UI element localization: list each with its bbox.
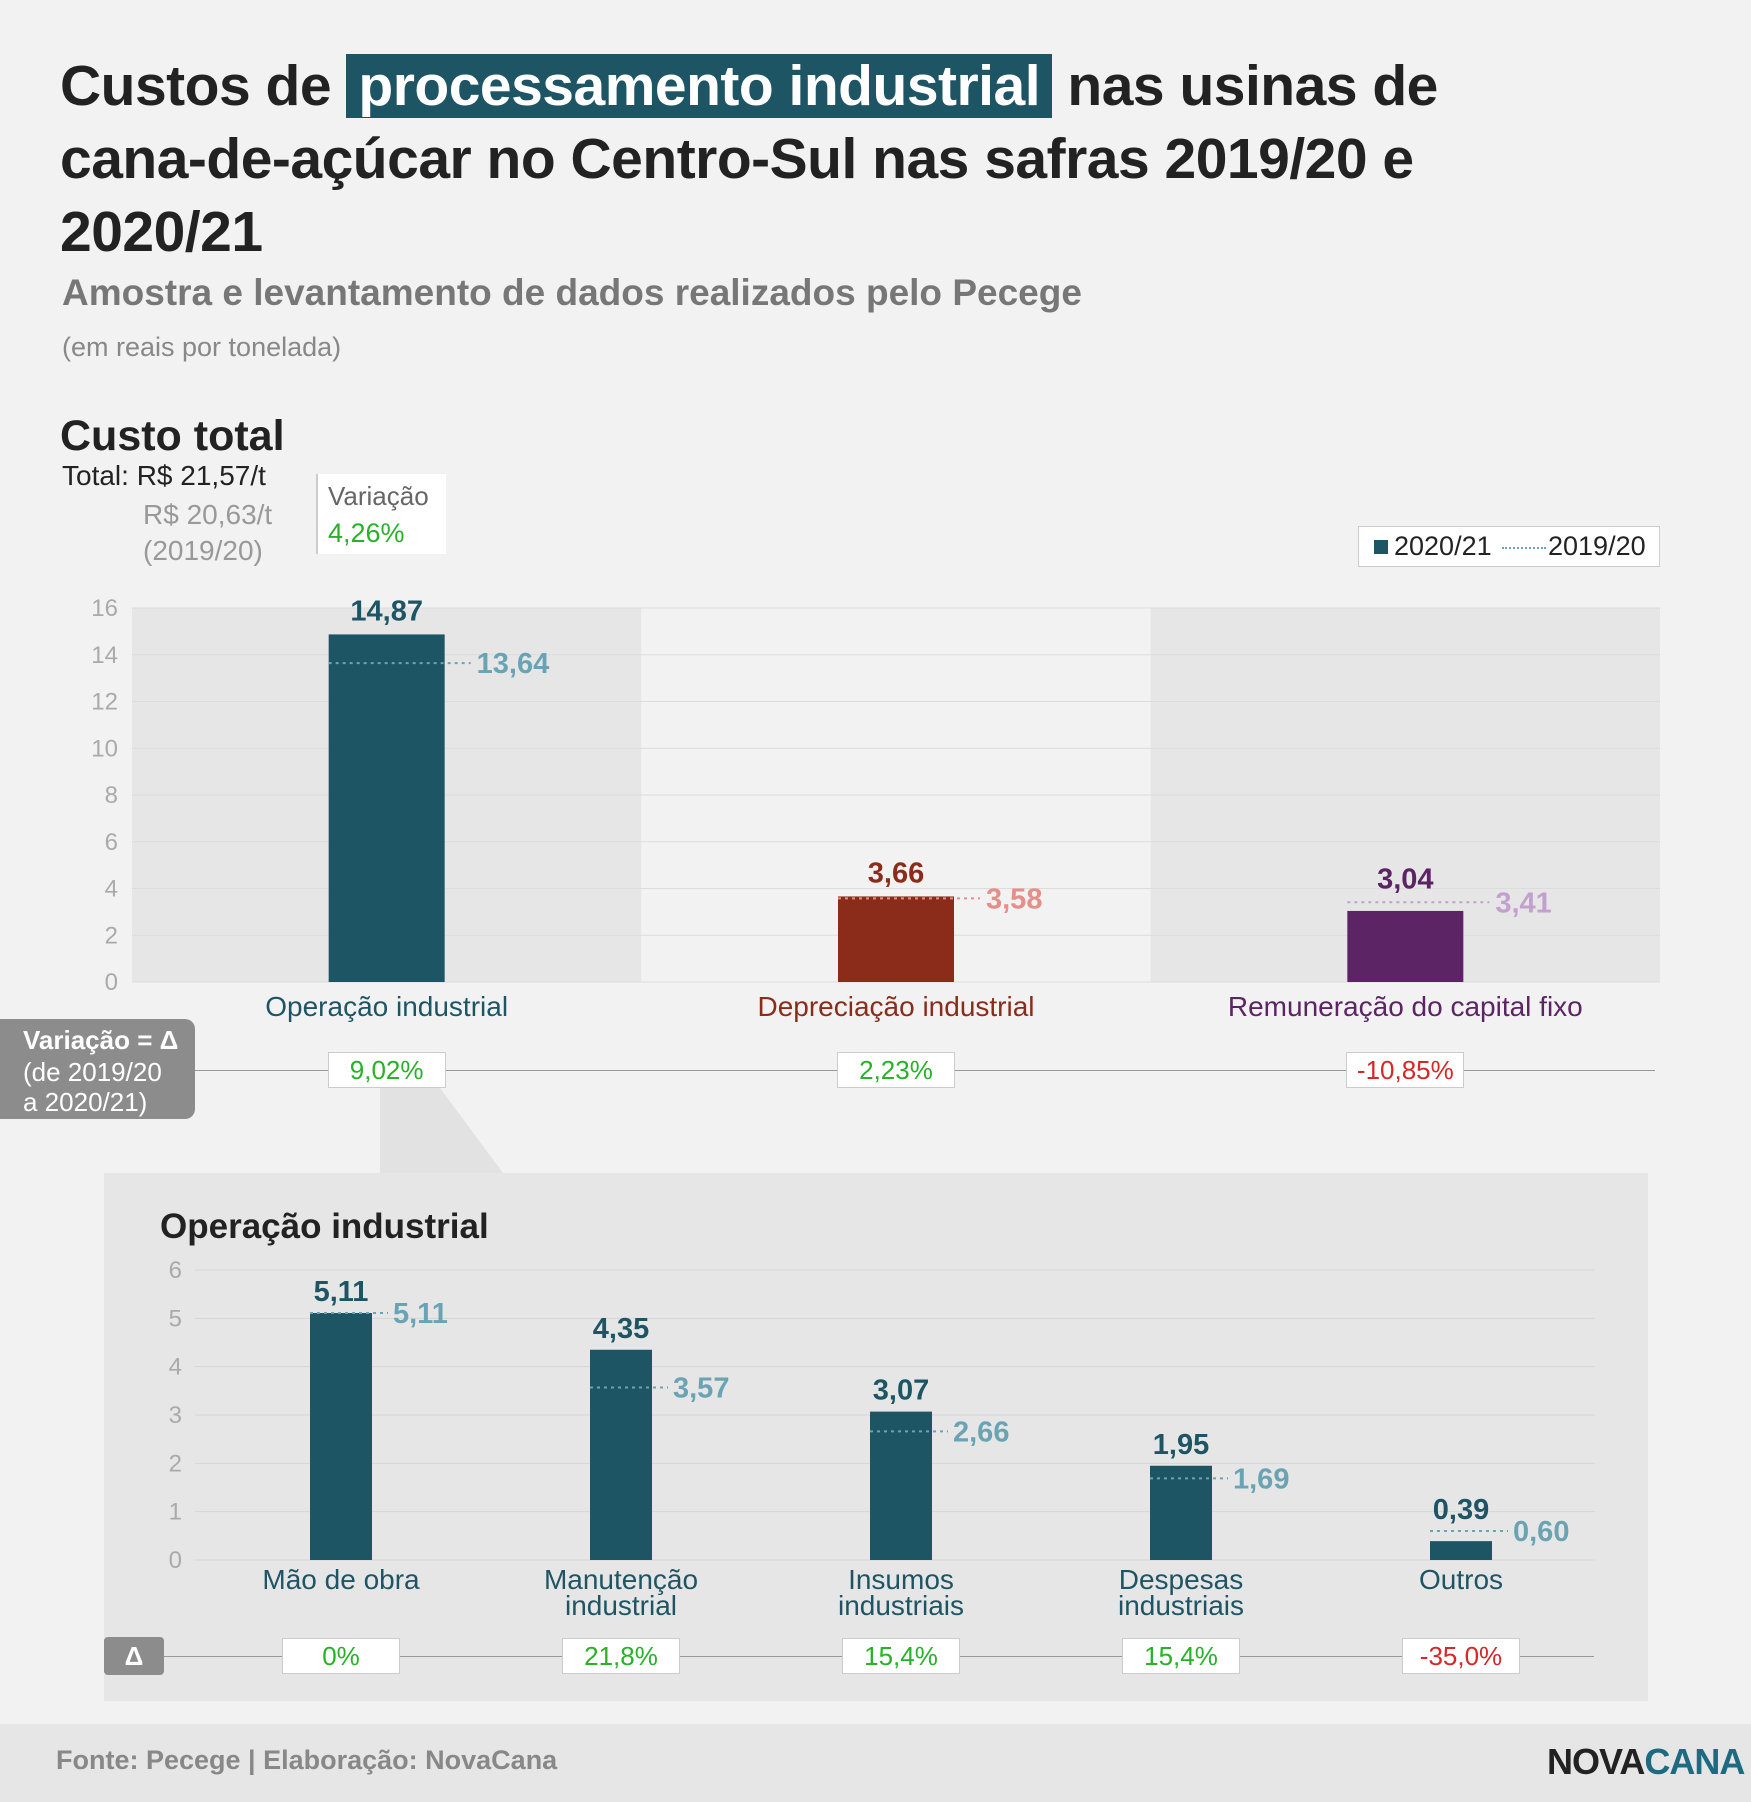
value-label-current-2: 3,07 — [873, 1375, 929, 1407]
y-tick-label: 8 — [105, 782, 118, 809]
y-tick-label: 0 — [169, 1547, 182, 1574]
bar-current-0 — [310, 1313, 372, 1560]
chart-title: Custos de processamento industrial nas u… — [60, 50, 1460, 269]
bar-current-1 — [590, 1349, 652, 1560]
total-variation-1: 2,23% — [837, 1052, 955, 1088]
logo-part-b: CANA — [1644, 1741, 1745, 1782]
bar-current-2 — [870, 1411, 932, 1560]
total-value: Total: R$ 21,57/t — [62, 460, 266, 491]
y-tick-label: 16 — [91, 595, 118, 622]
legend — [1358, 526, 1660, 567]
category-label-4: Outros — [1419, 1564, 1503, 1595]
bar-current-3 — [1150, 1465, 1212, 1560]
value-label-previous-0: 13,64 — [477, 648, 550, 680]
y-tick-label: 14 — [91, 642, 118, 669]
y-tick-label: 2 — [105, 922, 118, 949]
y-tick-label: 1 — [169, 1499, 182, 1526]
delta-symbol: Δ — [104, 1637, 164, 1675]
y-tick-label: 4 — [169, 1354, 182, 1381]
y-tick-label: 6 — [105, 829, 118, 856]
footer — [0, 1724, 1751, 1802]
detail-variation-1: 21,8% — [562, 1638, 680, 1674]
y-tick-label: 5 — [169, 1305, 182, 1332]
value-label-previous-4: 0,60 — [1513, 1516, 1569, 1548]
bar-current-1 — [838, 896, 954, 982]
novacana-logo: NOVACANA — [1547, 1741, 1745, 1783]
detail-variation-2: 15,4% — [842, 1638, 960, 1674]
category-label-2: Insumos industriais — [838, 1564, 964, 1621]
unit-note: (em reais por tonelada) — [62, 332, 342, 362]
total-variation-0: 9,02% — [327, 1052, 446, 1088]
value-label-current-0: 5,11 — [314, 1276, 369, 1308]
category-label-3: Despesas industriais — [1118, 1564, 1244, 1621]
value-label-previous-2: 3,41 — [1495, 887, 1551, 919]
detail-variation-3: 15,4% — [1122, 1638, 1240, 1674]
category-label-0: Mão de obra — [262, 1564, 420, 1595]
value-label-current-3: 1,95 — [1153, 1429, 1209, 1461]
value-label-current-4: 0,39 — [1433, 1494, 1489, 1526]
previous-total: R$ 20,63/t (2019/20) — [143, 499, 273, 566]
value-label-previous-1: 3,58 — [986, 883, 1042, 915]
section-title-total: Custo total — [60, 412, 285, 460]
value-label-current-1: 4,35 — [593, 1313, 649, 1345]
panel-connector — [380, 1088, 503, 1173]
category-label-1: Depreciação industrial — [757, 991, 1034, 1022]
bar-current-2 — [1347, 910, 1464, 982]
subtitle: Amostra e levantamento de dados realizad… — [62, 272, 1082, 313]
footer-source: Fonte: Pecege | Elaboração: NovaCana — [56, 1745, 558, 1775]
category-label-2: Remuneração do capital fixo — [1228, 991, 1583, 1022]
title-highlight: processamento industrial — [346, 54, 1053, 118]
value-label-current-0: 14,87 — [350, 595, 423, 627]
category-label-1: Manutenção industrial — [544, 1564, 698, 1621]
y-tick-label: 0 — [105, 969, 118, 996]
legend-dotted-line-icon — [1502, 547, 1546, 549]
legend-current: 2020/21 — [1394, 531, 1492, 561]
value-label-previous-3: 1,69 — [1233, 1463, 1289, 1495]
value-label-current-1: 3,66 — [868, 857, 924, 889]
variation-box — [316, 474, 446, 554]
total-variation-2: -10,85% — [1346, 1052, 1465, 1088]
bar-current-0 — [328, 634, 445, 982]
legend-previous: 2019/20 — [1548, 531, 1646, 561]
y-tick-label: 4 — [105, 876, 118, 903]
detail-section-title: Operação industrial — [160, 1207, 489, 1246]
variation-label: Variação — [328, 481, 429, 511]
delta-tag-title: Variação = Δ — [23, 1025, 179, 1055]
logo-part-a: NOVA — [1547, 1741, 1645, 1782]
title-part-1: Custos de — [60, 54, 347, 118]
bar-current-4 — [1430, 1541, 1492, 1560]
delta-tag-subtitle: (de 2019/20 a 2020/21) — [23, 1057, 162, 1117]
variation-value: 4,26% — [328, 518, 405, 548]
legend-square-icon — [1374, 540, 1388, 554]
delta-tag — [0, 1019, 195, 1119]
y-tick-label: 6 — [169, 1257, 182, 1284]
value-label-current-2: 3,04 — [1377, 863, 1433, 895]
detail-variation-0: 0% — [282, 1638, 400, 1674]
value-label-previous-2: 2,66 — [953, 1416, 1009, 1448]
y-tick-label: 3 — [169, 1402, 182, 1429]
detail-variation-4: -35,0% — [1402, 1638, 1520, 1674]
title-part-2: nas usinas de cana-de-açúcar no Centro-S… — [60, 54, 1438, 264]
y-tick-label: 10 — [91, 735, 118, 762]
value-label-previous-1: 3,57 — [673, 1372, 729, 1404]
value-label-previous-0: 5,11 — [393, 1298, 448, 1330]
y-tick-label: 2 — [169, 1450, 182, 1477]
y-tick-label: 12 — [91, 689, 118, 716]
category-label-0: Operação industrial — [265, 991, 508, 1022]
